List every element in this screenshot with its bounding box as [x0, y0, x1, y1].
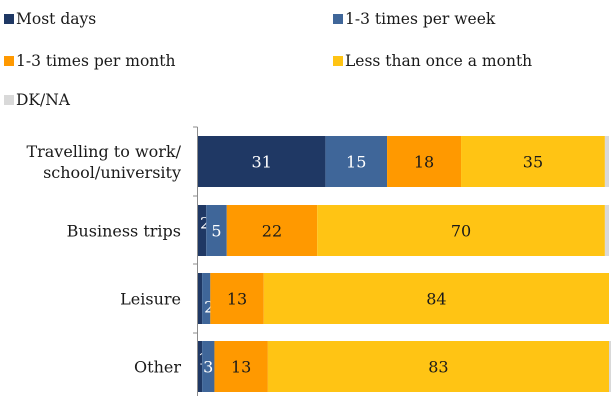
- data-label: 13: [227, 290, 247, 309]
- data-label: 31: [252, 153, 272, 172]
- bar-segment-most-days: [198, 341, 203, 392]
- category-axis: Travelling to work/school/university Busi…: [26, 126, 198, 396]
- data-label: 22: [262, 222, 282, 241]
- legend-label: DK/NA: [16, 91, 71, 109]
- bar-segment-dk-na: [609, 341, 611, 392]
- data-label: 35: [523, 153, 543, 172]
- data-label: 2: [204, 298, 214, 317]
- category-label-business-trips: Business trips: [67, 222, 181, 241]
- bar-segment-less-than-once-a-month: [461, 136, 605, 187]
- bar-segment-less-than-once-a-month: [263, 273, 609, 324]
- bar-segment-less-than-once-a-month: [317, 205, 605, 256]
- legend-label: 1-3 times per month: [16, 52, 175, 70]
- legend-swatch: [333, 14, 343, 24]
- legend-label: Less than once a month: [345, 52, 532, 70]
- legend-item-less-than-once-a-month: Less than once a month: [333, 52, 532, 70]
- data-label: 3: [203, 358, 213, 377]
- data-label: 15: [346, 153, 366, 172]
- bar-segment-1-3-times-per-week: [206, 205, 227, 256]
- legend-item-1-3-times-per-week: 1-3 times per week: [333, 10, 496, 28]
- data-label: 5: [211, 222, 221, 241]
- bar-segment-most-days: [198, 136, 326, 187]
- bar-segment-less-than-once-a-month: [267, 341, 609, 392]
- data-label: 83: [428, 358, 448, 377]
- bar-segment-1-3-times-per-week: [202, 273, 211, 324]
- bar-segment-1-3-times-per-month: [210, 273, 264, 324]
- data-label: 2: [200, 214, 210, 233]
- data-label: 70: [451, 222, 471, 241]
- bar-segment-1-3-times-per-week: [325, 136, 388, 187]
- bar-row-business-trips: 2 5 22 70: [198, 205, 609, 256]
- legend-item-dk-na: DK/NA: [4, 91, 71, 109]
- data-label: 18: [414, 153, 434, 172]
- category-label-leisure: Leisure: [120, 290, 181, 309]
- data-label: 84: [426, 290, 446, 309]
- bar-segment-1-3-times-per-month: [387, 136, 462, 187]
- legend-swatch: [4, 95, 14, 105]
- plot-area: 3115183525227021384131383: [198, 136, 611, 392]
- bar-segment-1-3-times-per-month: [214, 341, 268, 392]
- chart-legend: Most days 1-3 times per week 1-3 times per…: [4, 10, 532, 109]
- bar-segment-most-days: [198, 273, 203, 324]
- bar-segment-dk-na: [604, 205, 609, 256]
- legend-swatch: [4, 56, 14, 66]
- legend-item-most-days: Most days: [4, 10, 96, 28]
- category-label-travelling-to-work-school-university: Travelling to work/school/university: [26, 142, 181, 182]
- bar-row-other: 131383: [198, 341, 611, 392]
- bar-row-leisure: 2 13 84: [198, 273, 609, 324]
- data-label: 13: [231, 358, 251, 377]
- bar-row-travelling-to-work-school-university: 31 15 18 35: [198, 136, 609, 187]
- bar-segment-1-3-times-per-week: [202, 341, 215, 392]
- bar-segment-1-3-times-per-month: [226, 205, 318, 256]
- legend-label: Most days: [16, 10, 96, 28]
- category-label-other: Other: [134, 358, 181, 377]
- legend-item-1-3-times-per-month: 1-3 times per month: [4, 52, 175, 70]
- bar-segment-most-days: [198, 205, 207, 256]
- legend-swatch: [333, 56, 343, 66]
- bar-segment-dk-na: [604, 136, 609, 187]
- legend-swatch: [4, 14, 14, 24]
- legend-label: 1-3 times per week: [345, 10, 496, 28]
